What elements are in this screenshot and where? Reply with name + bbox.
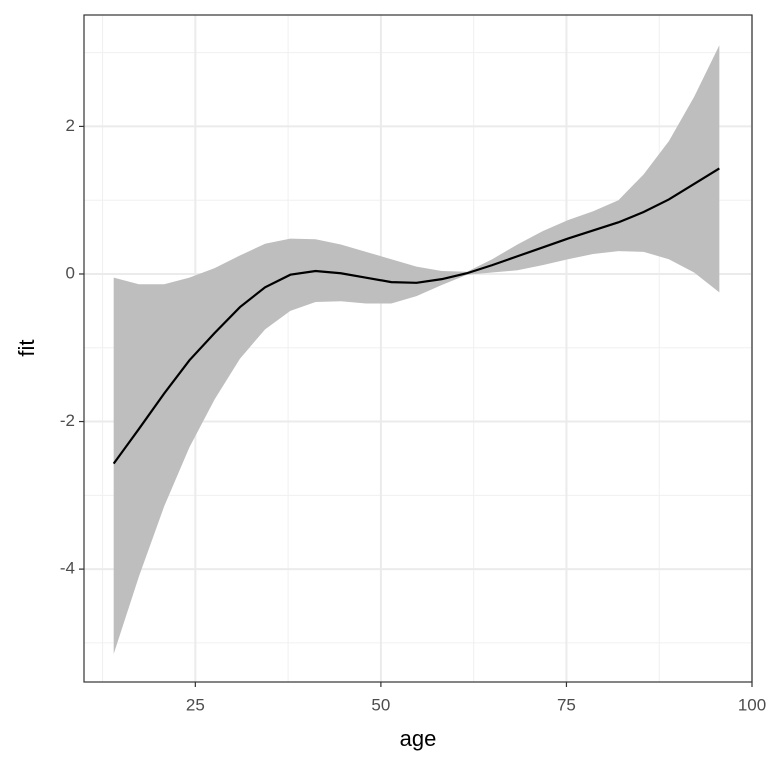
y-tick-label: -2	[60, 411, 75, 430]
x-tick-label: 100	[738, 695, 766, 714]
x-tick-label: 75	[557, 695, 576, 714]
y-tick-label: -4	[60, 559, 75, 578]
panel-border	[83, 14, 753, 683]
x-axis-title: age	[400, 726, 437, 751]
y-axis-title: fit	[14, 339, 39, 356]
y-tick-label: 2	[66, 116, 75, 135]
confidence-band	[113, 45, 720, 654]
fit-line	[112, 167, 720, 465]
y-tick-label: 0	[66, 263, 75, 282]
x-tick-label: 50	[371, 695, 390, 714]
x-tick-label: 25	[186, 695, 205, 714]
